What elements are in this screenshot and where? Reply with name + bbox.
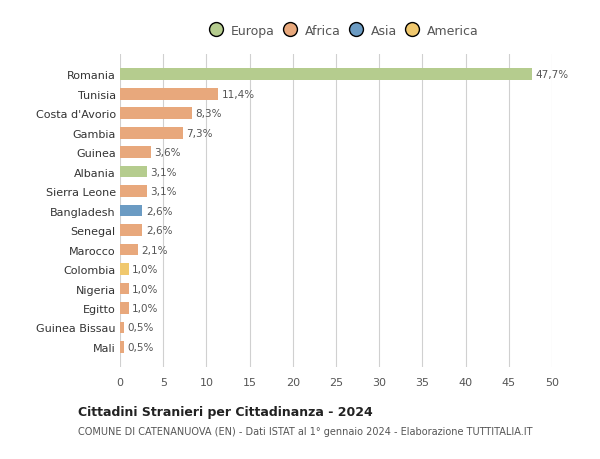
Text: 1,0%: 1,0%	[132, 284, 158, 294]
Bar	[120, 283, 128, 295]
Text: 3,1%: 3,1%	[150, 187, 177, 197]
Bar	[120, 205, 142, 217]
Text: 2,6%: 2,6%	[146, 225, 172, 235]
Text: 7,3%: 7,3%	[187, 129, 213, 139]
Legend: Europa, Africa, Asia, America: Europa, Africa, Asia, America	[207, 21, 482, 41]
Bar	[120, 302, 128, 314]
Text: 1,0%: 1,0%	[132, 303, 158, 313]
Text: COMUNE DI CATENANUOVA (EN) - Dati ISTAT al 1° gennaio 2024 - Elaborazione TUTTIT: COMUNE DI CATENANUOVA (EN) - Dati ISTAT …	[78, 426, 533, 436]
Bar	[120, 167, 147, 178]
Text: 8,3%: 8,3%	[195, 109, 221, 119]
Text: 2,6%: 2,6%	[146, 206, 172, 216]
Bar	[120, 244, 138, 256]
Bar	[120, 108, 192, 120]
Text: Cittadini Stranieri per Cittadinanza - 2024: Cittadini Stranieri per Cittadinanza - 2…	[78, 405, 373, 419]
Text: 47,7%: 47,7%	[536, 70, 569, 80]
Text: 11,4%: 11,4%	[222, 90, 255, 100]
Bar	[120, 341, 124, 353]
Bar	[120, 128, 183, 139]
Bar	[120, 322, 124, 334]
Text: 1,0%: 1,0%	[132, 264, 158, 274]
Bar	[120, 186, 147, 197]
Text: 2,1%: 2,1%	[142, 245, 168, 255]
Bar	[120, 89, 218, 101]
Text: 0,5%: 0,5%	[128, 323, 154, 333]
Text: 3,6%: 3,6%	[155, 148, 181, 158]
Text: 0,5%: 0,5%	[128, 342, 154, 352]
Text: 3,1%: 3,1%	[150, 167, 177, 177]
Bar	[120, 263, 128, 275]
Bar	[120, 69, 532, 81]
Bar	[120, 147, 151, 159]
Bar	[120, 225, 142, 236]
